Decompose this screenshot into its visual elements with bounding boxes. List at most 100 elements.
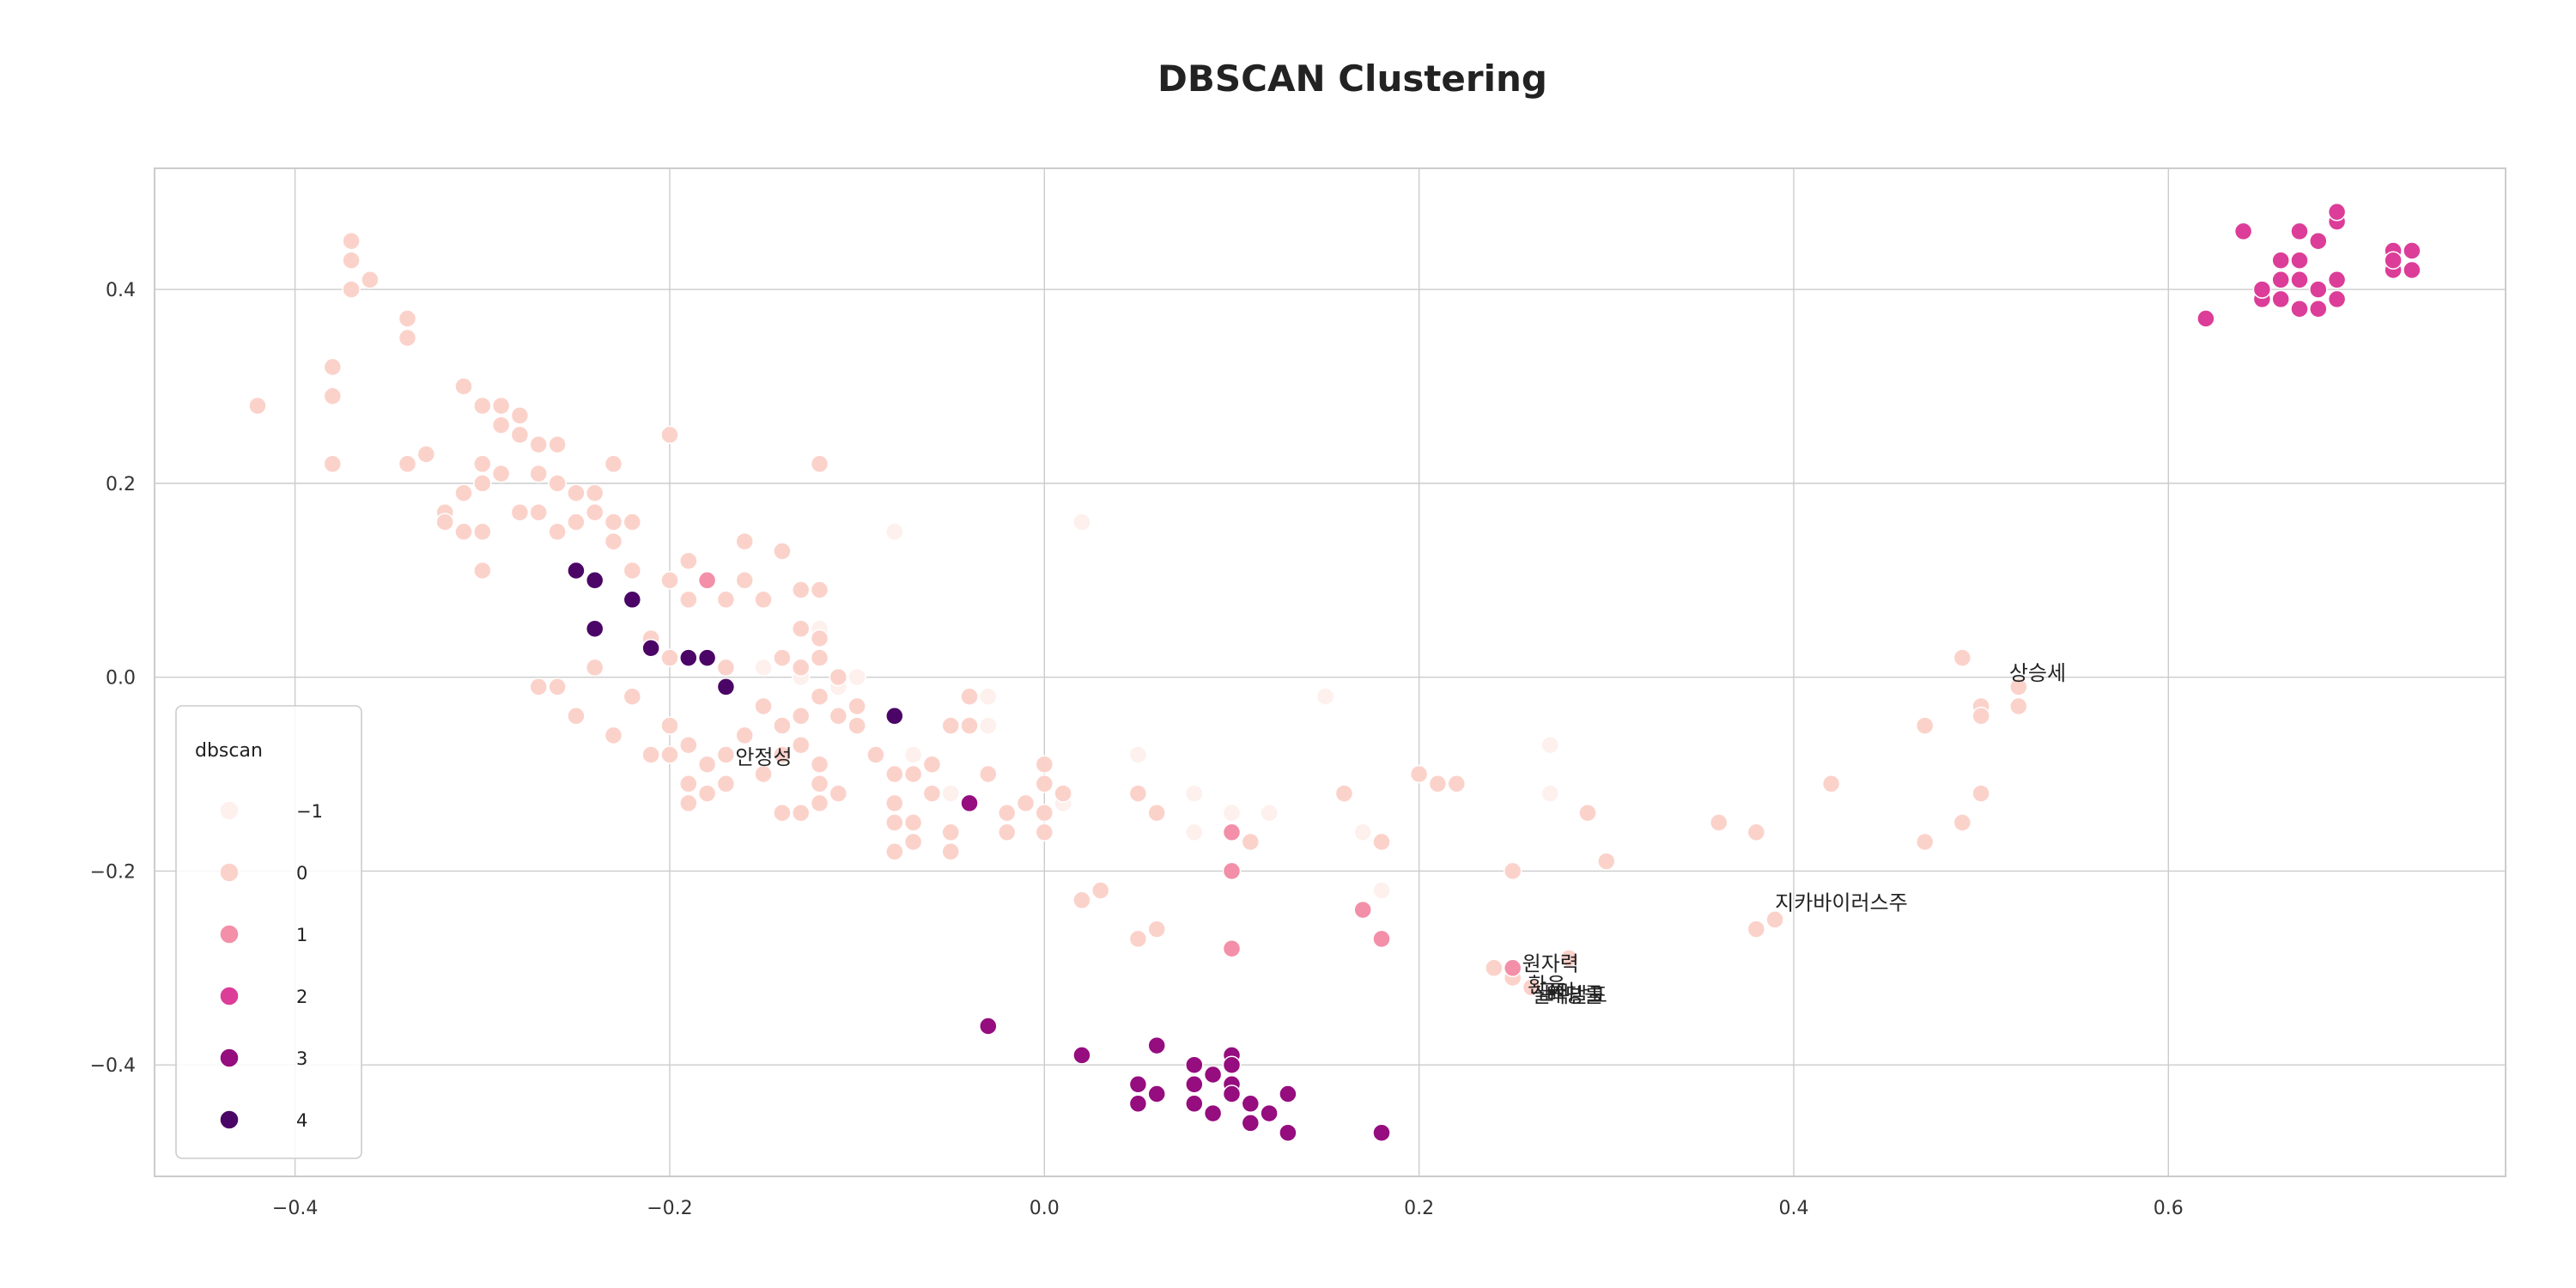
- scatter-point: [1241, 1094, 1261, 1114]
- scatter-point: [585, 571, 605, 590]
- scatter-point: [567, 483, 586, 502]
- scatter-point: [2309, 280, 2328, 299]
- scatter-point: [791, 707, 811, 726]
- scatter-point: [1578, 803, 1597, 823]
- scatter-point: [2403, 241, 2421, 260]
- scatter-point: [2403, 260, 2421, 280]
- scatter-point: [810, 629, 829, 648]
- scatter-point: [510, 425, 530, 445]
- scatter-point: [416, 445, 436, 464]
- scatter-point: [660, 648, 679, 667]
- point-annotation: 지카바이러스주: [1775, 891, 1908, 915]
- scatter-point: [810, 687, 829, 706]
- scatter-point: [716, 745, 736, 764]
- scatter-point: [1222, 803, 1242, 823]
- scatter-point: [1971, 707, 1990, 726]
- legend-label: −1: [296, 801, 323, 822]
- scatter-point: [623, 687, 642, 706]
- point-annotation: 실적발표: [1532, 983, 1607, 1007]
- scatter-point: [697, 784, 717, 803]
- scatter-point: [1747, 823, 1766, 842]
- legend-box: [175, 705, 362, 1159]
- scatter-point: [1241, 1114, 1261, 1133]
- scatter-point: [1035, 823, 1054, 842]
- legend-label: 4: [296, 1110, 307, 1131]
- scatter-point: [398, 328, 417, 348]
- scatter-point: [623, 561, 642, 580]
- scatter-point: [960, 793, 979, 813]
- scatter-point: [604, 726, 623, 745]
- scatter-point: [473, 522, 492, 542]
- scatter-point: [1353, 823, 1372, 842]
- legend-label: 3: [296, 1048, 307, 1069]
- scatter-point: [697, 755, 717, 774]
- scatter-point: [903, 813, 923, 832]
- point-annotation: 금리: [1537, 980, 1575, 1004]
- scatter-point: [1147, 803, 1166, 823]
- scatter-point: [1372, 929, 1391, 949]
- scatter-point: [1953, 813, 1972, 832]
- scatter-point: [1222, 1084, 1242, 1103]
- chart-title: DBSCAN Clustering: [1157, 58, 1547, 100]
- scatter-point: [491, 416, 511, 434]
- scatter-point: [342, 231, 361, 251]
- scatter-point: [1147, 920, 1166, 939]
- scatter-point: [585, 502, 605, 522]
- scatter-point: [922, 755, 942, 774]
- scatter-point: [529, 464, 548, 483]
- scatter-point: [1503, 861, 1522, 881]
- scatter-point: [2309, 231, 2328, 251]
- scatter-point: [1185, 784, 1204, 803]
- legend-label: 1: [296, 925, 307, 945]
- scatter-point: [1503, 958, 1522, 978]
- scatter-point: [323, 454, 343, 474]
- scatter-point: [885, 707, 904, 726]
- scatter-point: [1128, 745, 1148, 764]
- scatter-point: [679, 590, 698, 610]
- scatter-point: [435, 513, 454, 532]
- scatter-point: [1915, 832, 1935, 852]
- scatter-point: [510, 502, 530, 522]
- point-annotation: 상승세: [2009, 661, 2066, 685]
- scatter-point: [2271, 289, 2290, 309]
- scatter-point: [1315, 687, 1335, 706]
- scatter-point: [810, 648, 829, 667]
- scatter-point: [604, 532, 623, 551]
- scatter-point: [810, 775, 829, 793]
- scatter-point: [660, 745, 679, 764]
- scatter-point: [342, 280, 361, 299]
- point-annotation: 배당률: [1546, 983, 1603, 1007]
- scatter-point: [491, 396, 511, 416]
- scatter-point: [323, 386, 343, 406]
- scatter-point: [1222, 823, 1242, 842]
- scatter-point: [1353, 900, 1372, 920]
- scatter-point: [1447, 775, 1467, 793]
- scatter-point: [941, 823, 960, 842]
- scatter-point: [960, 687, 979, 706]
- scatter-point: [885, 793, 904, 813]
- scatter-point: [1540, 735, 1560, 755]
- scatter-point: [641, 745, 660, 764]
- scatter-point: [735, 571, 754, 590]
- scatter-point: [716, 658, 736, 677]
- x-tick-label: −0.2: [647, 1198, 692, 1219]
- scatter-point: [1072, 890, 1091, 910]
- legend-title: dbscan: [195, 740, 263, 762]
- scatter-point: [2271, 270, 2290, 289]
- scatter-point: [1372, 832, 1391, 852]
- x-axis-ticks: −0.4 −0.2 0.0 0.2 0.4 0.6: [272, 1198, 2184, 1219]
- scatter-point: [885, 842, 904, 861]
- scatter-point: [903, 764, 923, 784]
- scatter-point: [960, 716, 979, 735]
- scatter-point: [1334, 784, 1354, 803]
- scatter-point: [810, 454, 829, 474]
- scatter-point: [903, 745, 923, 764]
- scatter-point: [922, 784, 942, 803]
- scatter-point: [585, 658, 605, 677]
- scatter-point: [567, 707, 586, 726]
- scatter-point: [1485, 958, 1504, 978]
- legend-marker: [219, 1048, 240, 1068]
- scatter-point: [941, 842, 960, 861]
- scatter-point: [1260, 803, 1279, 823]
- scatter-point: [1428, 775, 1448, 793]
